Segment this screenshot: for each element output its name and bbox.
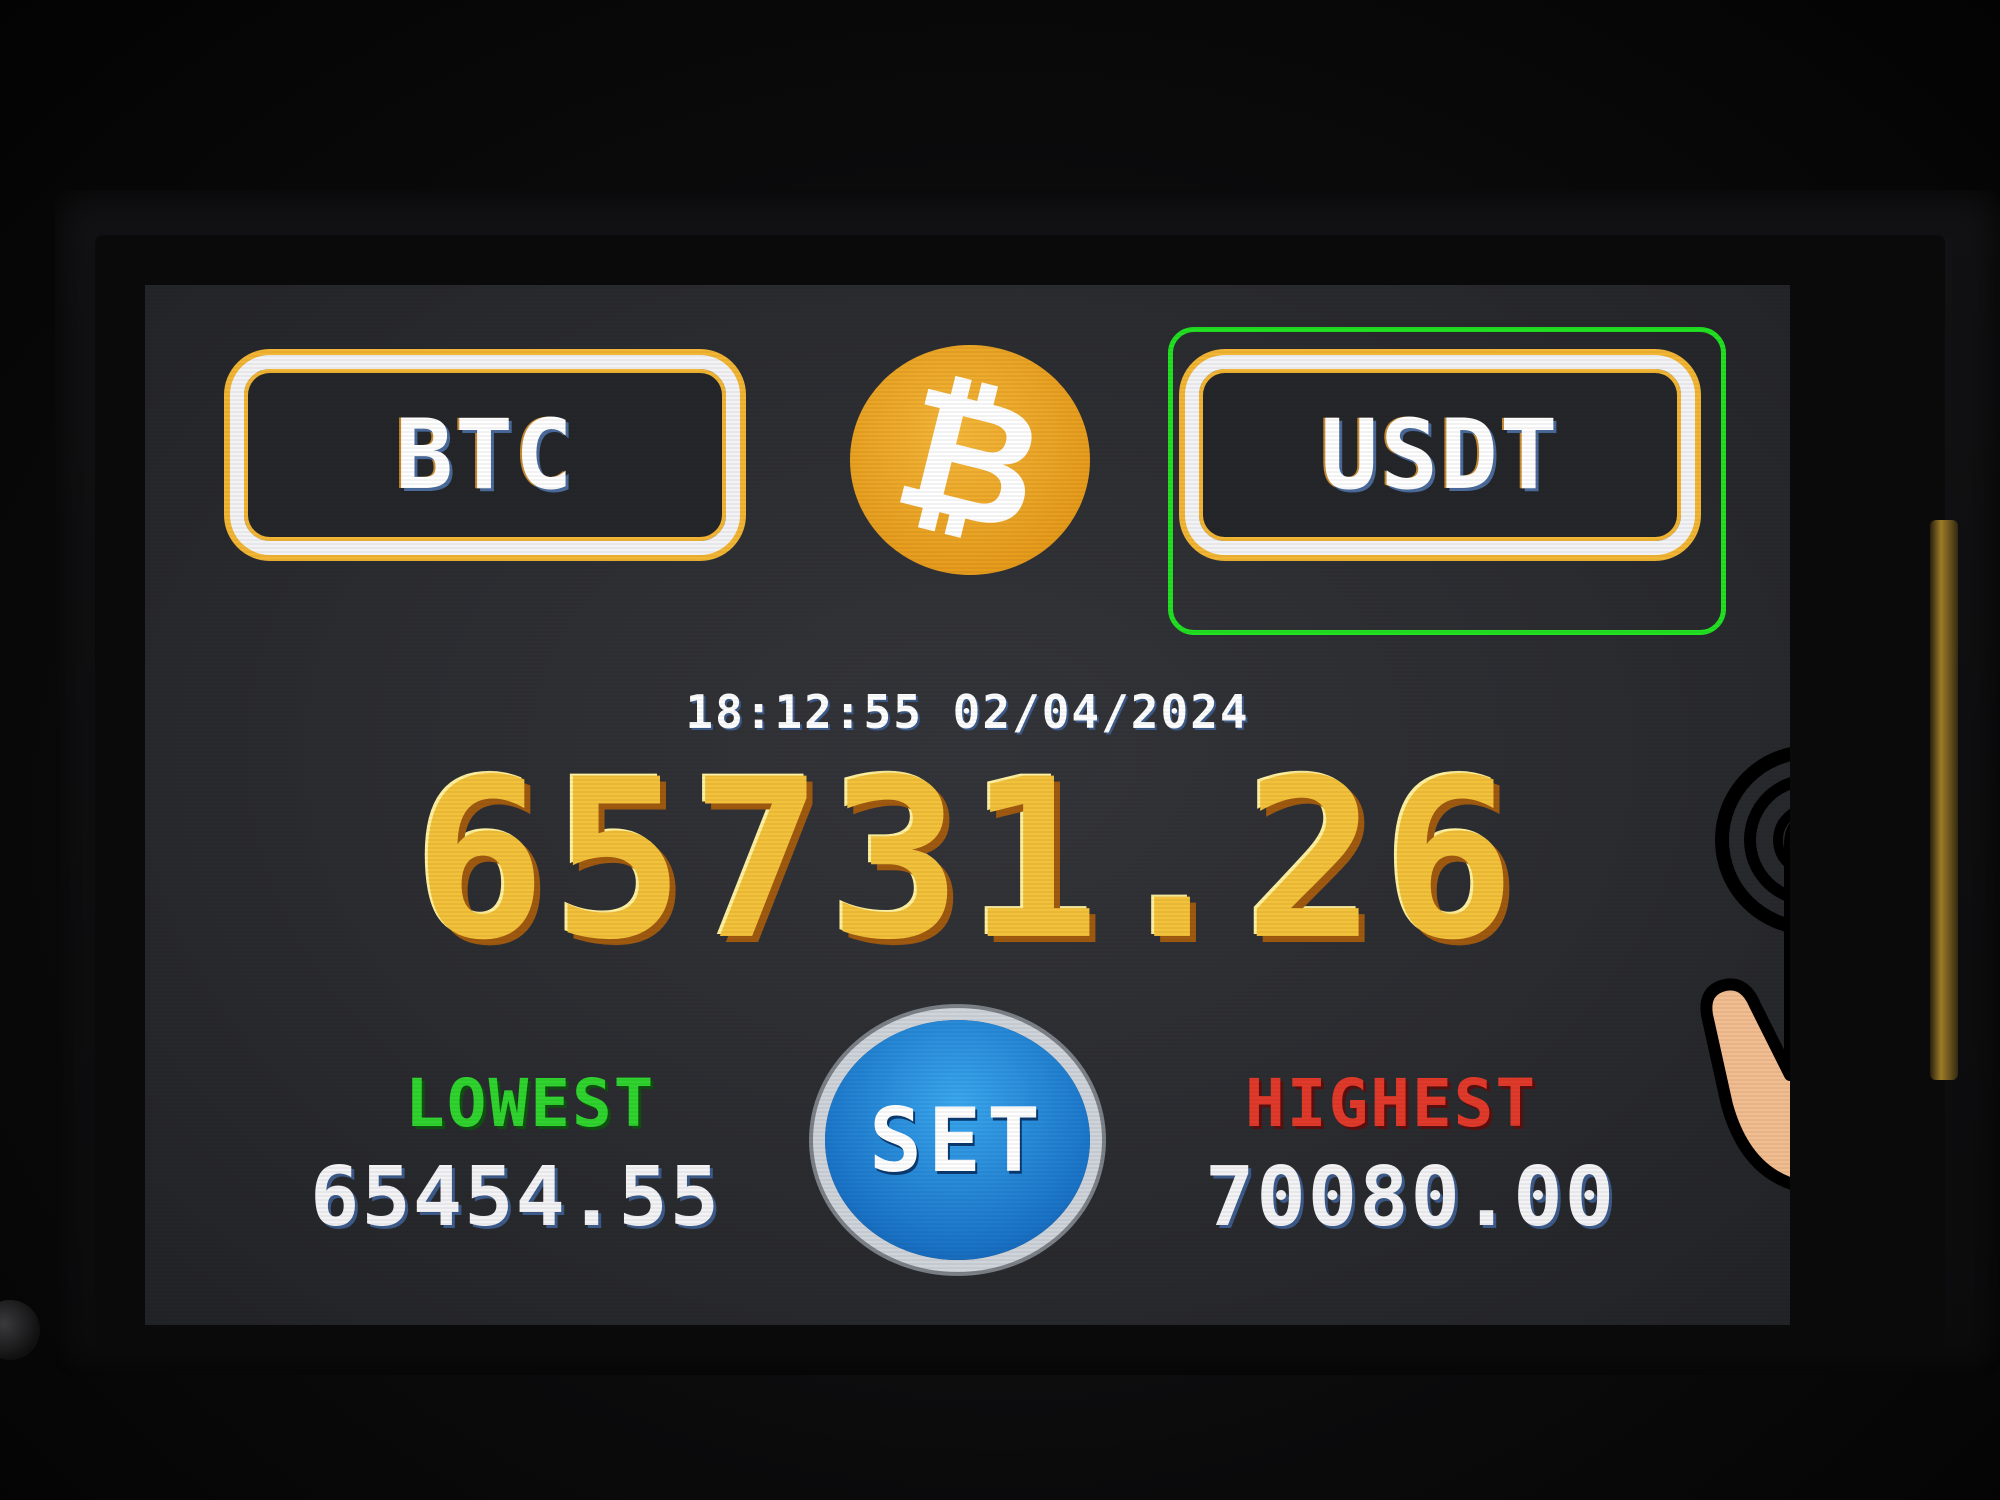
timestamp: 18:12:55 02/04/2024: [685, 685, 1250, 739]
usdt-button-label: USDT: [1320, 399, 1560, 511]
set-button-label: SET: [869, 1088, 1046, 1192]
btc-button[interactable]: BTC: [230, 355, 740, 555]
lowest-value: 65454.55: [310, 1150, 721, 1245]
tap-target-highlight: [1168, 327, 1726, 635]
lowest-label: LOWEST: [405, 1065, 656, 1142]
highest-value: 70080.00: [1205, 1150, 1616, 1245]
highest-label: HIGHEST: [1245, 1065, 1538, 1142]
usdt-button[interactable]: USDT: [1185, 355, 1695, 555]
set-button[interactable]: SET: [825, 1020, 1090, 1260]
current-price: 65731.26: [413, 732, 1522, 988]
btc-button-label: BTC: [395, 399, 575, 511]
tap-hand-icon: [1700, 747, 1790, 1190]
bitcoin-icon: ₿: [850, 345, 1090, 575]
display-screen: BTC ₿ USDT 18:12:55 02/04/2024 65731.26 …: [145, 285, 1790, 1325]
device-side-strip: [1930, 520, 1958, 1080]
